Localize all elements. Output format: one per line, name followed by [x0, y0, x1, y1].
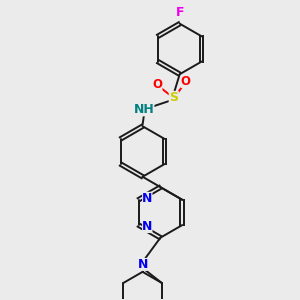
Text: N: N	[142, 220, 152, 233]
Text: NH: NH	[134, 103, 154, 116]
Text: N: N	[142, 192, 152, 205]
Text: N: N	[137, 258, 148, 271]
Text: O: O	[152, 78, 162, 91]
Text: O: O	[181, 75, 191, 88]
Text: S: S	[169, 92, 178, 104]
Text: F: F	[176, 6, 184, 19]
